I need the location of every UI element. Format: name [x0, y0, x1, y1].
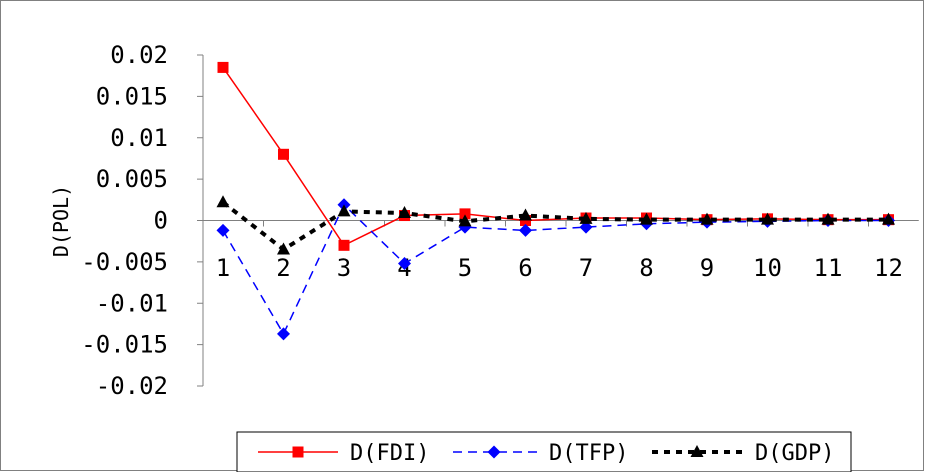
data-point [459, 208, 471, 220]
x-tick-label: 1 [216, 254, 230, 282]
legend-marker [690, 445, 704, 457]
y-axis-title: D(POL) [49, 185, 73, 257]
data-point [338, 239, 350, 251]
y-tick-label: 0.005 [96, 165, 168, 193]
y-tick-label: -0.005 [81, 248, 168, 276]
legend-entry: D(FDI) [258, 441, 429, 466]
data-point [216, 195, 230, 208]
legend-marker [292, 446, 304, 458]
x-tick-label: 2 [276, 254, 290, 282]
legend-label: D(FDI) [350, 441, 429, 466]
y-tick-label: 0.01 [110, 124, 168, 152]
x-tick-label: 9 [700, 254, 714, 282]
legend-label: D(TFP) [549, 441, 628, 466]
x-tick-label: 6 [518, 254, 532, 282]
y-axis: 0.02 0.015 0.01 0.005 0 -0.005 -0.01 -0.015 -0.0… [81, 41, 204, 400]
legend-box [236, 431, 852, 473]
legend-entry: D(GDP) [652, 441, 834, 466]
series-lines [216, 61, 895, 341]
series-line [222, 66, 889, 247]
x-tick-label: 3 [337, 254, 351, 282]
x-tick-label: 7 [579, 254, 593, 282]
y-tick-label: -0.02 [96, 372, 168, 400]
data-point [882, 212, 895, 225]
series-D(GDP) [216, 195, 895, 255]
y-tick-label: 0.015 [96, 82, 168, 110]
data-point [458, 214, 472, 227]
data-point [579, 220, 593, 234]
legend-entry: D(TFP) [453, 441, 628, 466]
x-tick-label: 11 [814, 254, 843, 282]
legend: D(FDI) D(TFP) D(GDP) [236, 431, 852, 473]
data-point [277, 327, 290, 341]
data-point [217, 61, 229, 73]
x-tick-label: 10 [753, 254, 782, 282]
data-point [821, 212, 835, 225]
legend-marker [487, 445, 501, 459]
data-point [398, 257, 411, 271]
data-point [278, 148, 289, 160]
data-point [700, 212, 714, 225]
y-tick-label: -0.01 [96, 289, 168, 317]
series-line [221, 200, 889, 252]
legend-label: D(GDP) [755, 441, 834, 466]
data-point [640, 212, 653, 225]
data-point [519, 208, 532, 221]
data-point [761, 212, 774, 225]
y-tick-label: 0 [154, 207, 168, 235]
data-point [519, 223, 532, 237]
data-point [579, 211, 593, 224]
data-point [277, 242, 290, 255]
data-point [337, 204, 351, 217]
y-tick-label: 0.02 [110, 41, 168, 69]
data-point [398, 206, 411, 219]
x-tick-label: 12 [874, 254, 903, 282]
x-tick-label: 8 [639, 254, 653, 282]
y-tick-label: -0.015 [81, 331, 168, 359]
data-point [216, 223, 230, 237]
x-tick-label: 5 [458, 254, 472, 282]
